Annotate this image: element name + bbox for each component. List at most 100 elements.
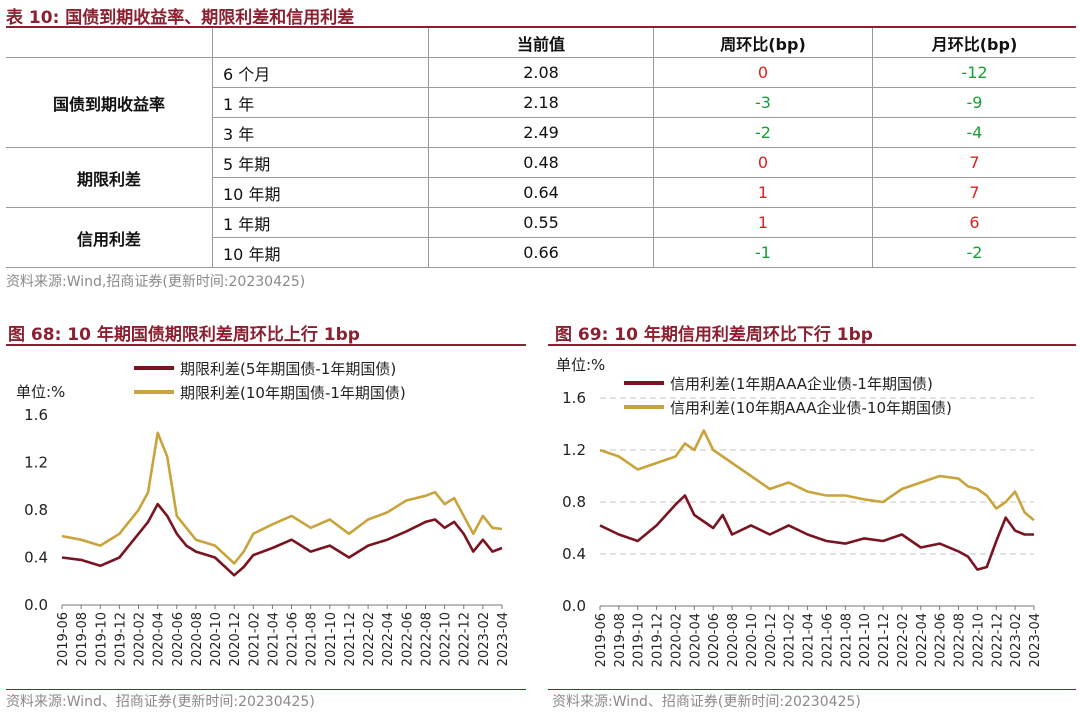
mom-cell: -9 — [872, 87, 1076, 118]
wow-cell: 0 — [653, 57, 873, 88]
wow-cell: 1 — [653, 177, 873, 208]
table-title-rule — [6, 26, 1076, 28]
legend-label: 信用利差(1年期AAA企业债-1年期国债) — [670, 375, 933, 393]
x-tick-label: 2020-10 — [745, 613, 760, 667]
category-cell: 国债到期收益率 — [6, 57, 213, 148]
category-cell: 期限利差 — [6, 147, 213, 208]
header-wow: 周环比(bp) — [653, 28, 873, 58]
legend-label: 信用利差(10年期AAA企业债-10年期国债) — [670, 399, 952, 417]
value-cell: 2.49 — [428, 117, 654, 148]
x-tick-label: 2022-08 — [419, 612, 434, 666]
wow-cell: -1 — [653, 237, 873, 268]
chart69: 0.0 0.4 0.8 1.2 1.6 2019-06 2019-08 2019-10 2019… — [556, 356, 1043, 667]
wow-cell: 1 — [653, 207, 873, 238]
x-tick-label: 2021-10 — [858, 613, 873, 667]
x-tick-label: 2022-02 — [362, 612, 377, 666]
value-cell: 0.55 — [428, 207, 654, 238]
y-tick-label: 0.8 — [24, 501, 48, 519]
mom-cell: -12 — [872, 57, 1076, 88]
y-tick-label: 0.0 — [24, 596, 48, 614]
x-tick-label: 2019-12 — [113, 612, 128, 666]
table-row: 期限利差 5 年期 0.48 0 7 — [6, 147, 1076, 208]
wow-cell: -2 — [653, 117, 873, 148]
chart68-title: 图 68: 10 年期国债期限利差周环比上行 1bp — [8, 325, 360, 345]
y-tick-label: 0.0 — [562, 597, 586, 615]
x-tick-label: 2020-04 — [152, 612, 167, 666]
value-cell: 0.66 — [428, 237, 654, 268]
x-tick-label: 2023-02 — [477, 612, 492, 666]
header-mom: 月环比(bp) — [872, 28, 1076, 58]
y-tick-label: 0.4 — [24, 549, 48, 567]
wow-cell: -3 — [653, 87, 873, 118]
x-tick-label: 2022-02 — [896, 613, 911, 667]
series-line-1 — [599, 429, 1035, 522]
x-tick-label: 2019-06 — [56, 612, 71, 666]
x-tick-label: 2021-04 — [802, 613, 817, 667]
header-term — [212, 28, 429, 58]
x-tick-label: 2020-04 — [688, 613, 703, 667]
series-line-0 — [599, 494, 1034, 571]
mom-cell: 7 — [872, 177, 1076, 208]
table-row: 10 年期 0.66 -1 -2 — [6, 237, 1076, 268]
x-tick-label: 2023-04 — [496, 612, 511, 666]
table-title: 表 10: 国债到期收益率、期限利差和信用利差 — [6, 8, 355, 28]
x-tick-label: 2021-08 — [305, 612, 320, 666]
x-tick-label: 2021-06 — [820, 613, 835, 667]
y-tick-label: 0.4 — [562, 545, 586, 563]
x-tick-label: 2019-12 — [651, 613, 666, 667]
x-tick-label: 2021-02 — [783, 613, 798, 667]
term-cell: 3 年 — [212, 117, 429, 148]
x-tick-label: 2020-10 — [209, 612, 224, 666]
legend-label: 期限利差(5年期国债-1年期国债) — [180, 360, 396, 378]
x-tick-label: 2022-06 — [400, 612, 415, 666]
header-current-value: 当前值 — [428, 28, 654, 58]
value-cell: 0.64 — [428, 177, 654, 208]
x-tick-label: 2020-06 — [171, 612, 186, 666]
x-tick-label: 2022-06 — [934, 613, 949, 667]
chart68-title-rule — [6, 344, 526, 346]
table-row: 国债到期收益率 6 个月 2.08 0 -12 — [6, 57, 1076, 148]
chart68-source: 资料来源:Wind、招商证券(更新时间:20230425) — [6, 694, 315, 710]
x-tick-label: 2019-10 — [632, 613, 647, 667]
header-category — [6, 28, 213, 58]
y-tick-label: 1.6 — [562, 389, 586, 407]
table-row: 1 年 2.18 -3 -9 — [6, 87, 1076, 118]
unit-label: 单位:% — [556, 356, 605, 374]
x-tick-label: 2020-06 — [707, 613, 722, 667]
x-tick-label: 2022-12 — [458, 612, 473, 666]
y-tick-label: 1.2 — [24, 454, 48, 472]
chart69-source: 资料来源:Wind、招商证券(更新时间:20230425) — [552, 694, 861, 710]
x-tick-label: 2019-08 — [613, 613, 628, 667]
series-line-1 — [61, 431, 503, 565]
x-tick-label: 2021-12 — [343, 612, 358, 666]
table-header-row: 当前值 周环比(bp) 月环比(bp) — [6, 28, 1076, 58]
x-tick-label: 2020-02 — [669, 613, 684, 667]
x-tick-label: 2021-06 — [286, 612, 301, 666]
x-tick-label: 2020-02 — [133, 612, 148, 666]
table-row: 10 年期 0.64 1 7 — [6, 177, 1076, 208]
y-tick-label: 1.2 — [562, 441, 586, 459]
x-tick-label: 2022-04 — [915, 613, 930, 667]
x-tick-label: 2023-02 — [1009, 613, 1024, 667]
mom-cell: 7 — [872, 147, 1076, 178]
mom-cell: 6 — [872, 207, 1076, 238]
x-tick-label: 2019-10 — [94, 612, 109, 666]
x-tick-label: 2022-10 — [971, 613, 986, 667]
mom-cell: -4 — [872, 117, 1076, 148]
term-cell: 6 个月 — [212, 57, 429, 88]
x-tick-label: 2022-10 — [439, 612, 454, 666]
yield-table: 当前值 周环比(bp) 月环比(bp) 国债到期收益率 6 个月 2.08 0 -12 1… — [6, 28, 1076, 268]
term-cell: 10 年期 — [212, 177, 429, 208]
x-tick-label: 2020-12 — [228, 612, 243, 666]
chart69-title-rule — [548, 344, 1076, 346]
x-tick-label: 2021-08 — [839, 613, 854, 667]
x-tick-label: 2022-08 — [953, 613, 968, 667]
x-tick-label: 2021-02 — [247, 612, 262, 666]
chart69-title: 图 69: 10 年期信用利差周环比下行 1bp — [555, 325, 873, 345]
x-tick-label: 2019-08 — [75, 612, 90, 666]
wow-cell: 0 — [653, 147, 873, 178]
unit-label: 单位:% — [16, 383, 65, 401]
x-tick-label: 2022-04 — [381, 612, 396, 666]
x-tick-label: 2021-12 — [877, 613, 892, 667]
term-cell: 5 年期 — [212, 147, 429, 178]
